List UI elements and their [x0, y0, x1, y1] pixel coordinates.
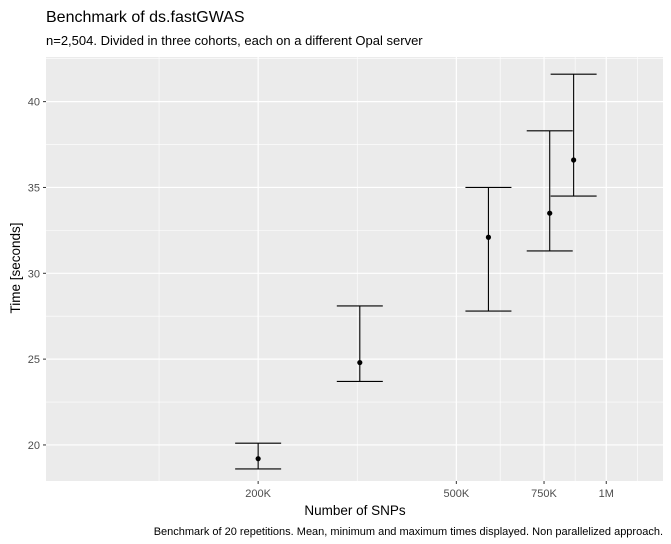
- chart-caption: Benchmark of 20 repetitions. Mean, minim…: [154, 526, 663, 538]
- x-tick-label: 1M: [599, 488, 614, 500]
- error-bar-group: [526, 130, 573, 252]
- mean-point: [485, 234, 492, 240]
- chart-title: Benchmark of ds.fastGWAS: [46, 9, 245, 26]
- x-axis: 200K 500K 750K 1M: [245, 481, 614, 500]
- mean-point: [357, 359, 363, 366]
- y-tick-label: 35: [28, 182, 40, 194]
- data-marks: [235, 73, 597, 470]
- y-axis: 20 25 30 35 40: [28, 97, 46, 452]
- mean-point: [571, 157, 577, 163]
- error-bar-group: [550, 73, 597, 197]
- mean-point: [547, 210, 553, 216]
- x-tick-label: 500K: [443, 488, 469, 500]
- error-bar-group: [336, 305, 383, 382]
- y-tick-label: 20: [28, 440, 40, 452]
- x-tick-label: 200K: [245, 488, 271, 500]
- plot-panel: [46, 57, 663, 481]
- y-tick-label: 25: [28, 354, 40, 366]
- x-tick-label: 750K: [531, 488, 557, 500]
- y-tick-label: 40: [28, 97, 40, 109]
- chart-subtitle: n=2,504. Divided in three cohorts, each …: [46, 33, 423, 48]
- mean-point: [255, 456, 261, 462]
- gridlines: [46, 57, 663, 481]
- y-tick-label: 30: [28, 268, 40, 280]
- x-axis-title: Number of SNPs: [304, 503, 406, 518]
- error-bar-group: [235, 442, 282, 470]
- error-bar-group: [465, 186, 512, 312]
- y-axis-title: Time [seconds]: [8, 222, 23, 313]
